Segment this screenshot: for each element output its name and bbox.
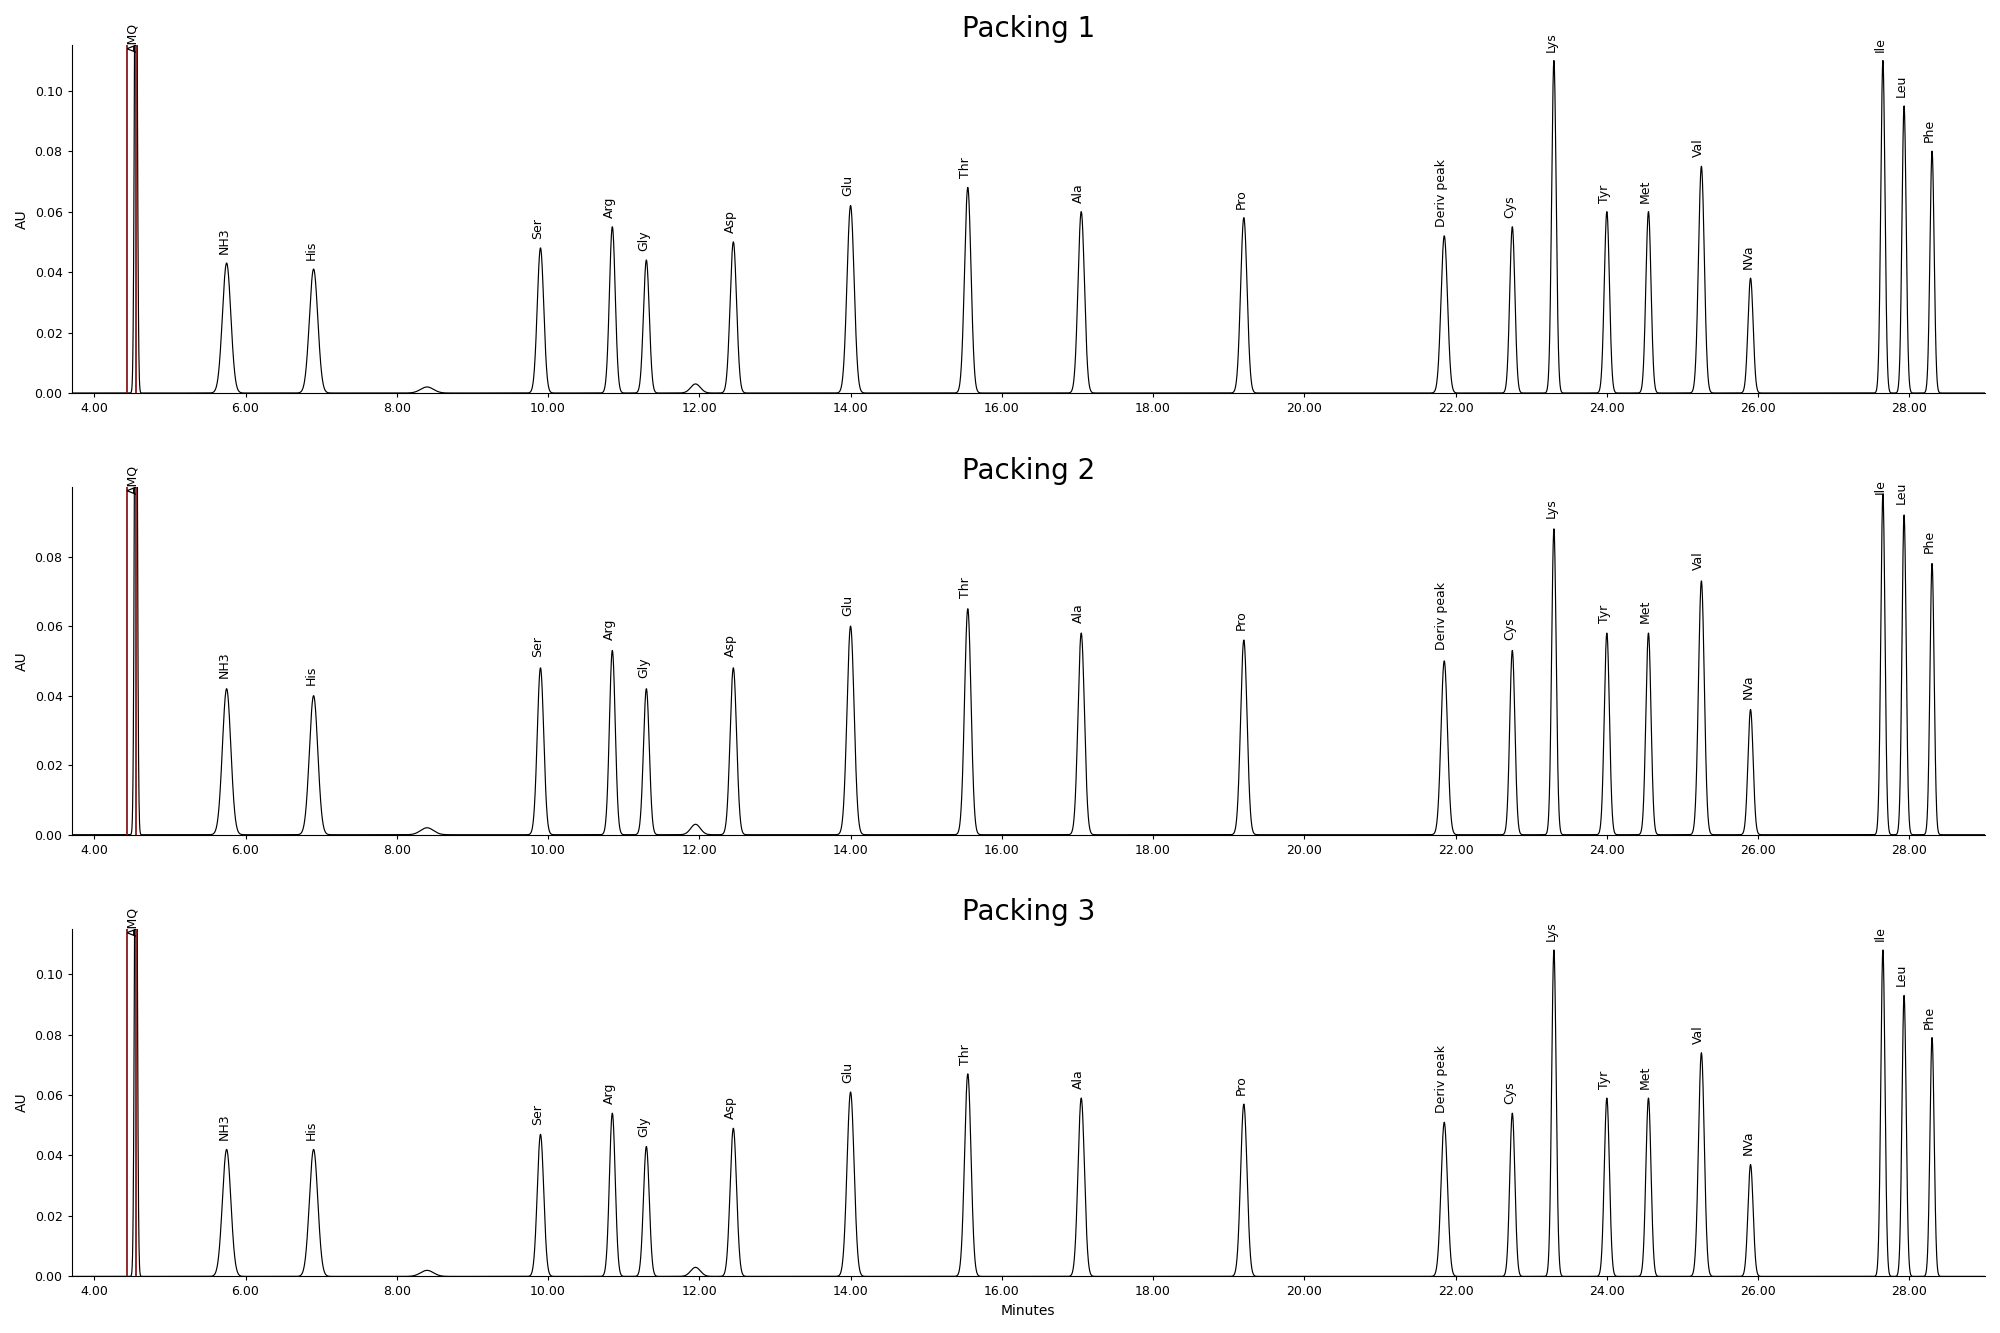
- Title: Packing 3: Packing 3: [962, 898, 1094, 926]
- X-axis label: Minutes: Minutes: [1002, 1304, 1056, 1318]
- Text: NVa: NVa: [1742, 1130, 1754, 1156]
- Text: Met: Met: [1640, 600, 1652, 623]
- Text: Val: Val: [1692, 552, 1706, 571]
- Text: Gly: Gly: [638, 231, 650, 251]
- Text: Pro: Pro: [1234, 1076, 1248, 1094]
- Text: Glu: Glu: [842, 595, 854, 616]
- Text: Phe: Phe: [1922, 1005, 1936, 1029]
- Text: Deriv peak: Deriv peak: [1436, 1045, 1448, 1113]
- Y-axis label: AU: AU: [14, 1093, 28, 1113]
- Text: Deriv peak: Deriv peak: [1436, 159, 1448, 227]
- Text: Leu: Leu: [1894, 483, 1908, 504]
- Text: Cys: Cys: [1504, 1081, 1516, 1104]
- Text: Tyr: Tyr: [1598, 1070, 1610, 1089]
- Text: Deriv peak: Deriv peak: [1436, 583, 1448, 651]
- Text: Ser: Ser: [532, 637, 544, 657]
- Text: Cys: Cys: [1504, 195, 1516, 217]
- Text: Met: Met: [1640, 179, 1652, 203]
- Text: Tyr: Tyr: [1598, 184, 1610, 203]
- Text: AMQ: AMQ: [126, 465, 140, 495]
- Text: NH3: NH3: [218, 1114, 230, 1140]
- Text: Tyr: Tyr: [1598, 604, 1610, 623]
- Text: Ile: Ile: [1874, 37, 1886, 52]
- Text: Ala: Ala: [1072, 1069, 1086, 1089]
- Text: Leu: Leu: [1894, 75, 1908, 97]
- Text: His: His: [304, 241, 318, 260]
- Text: NVa: NVa: [1742, 674, 1754, 698]
- Text: AMQ: AMQ: [126, 23, 140, 52]
- Text: NH3: NH3: [218, 228, 230, 255]
- Title: Packing 1: Packing 1: [962, 15, 1094, 43]
- Text: Arg: Arg: [604, 1082, 616, 1104]
- Text: Thr: Thr: [958, 157, 972, 179]
- Text: Asp: Asp: [724, 635, 738, 657]
- Text: Arg: Arg: [604, 196, 616, 217]
- Text: Gly: Gly: [638, 1117, 650, 1137]
- Text: Lys: Lys: [1544, 921, 1558, 941]
- Text: Pro: Pro: [1234, 189, 1248, 208]
- Text: Lys: Lys: [1544, 32, 1558, 52]
- Text: Phe: Phe: [1922, 531, 1936, 553]
- Text: Ala: Ala: [1072, 603, 1086, 623]
- Text: Lys: Lys: [1544, 499, 1558, 519]
- Title: Packing 2: Packing 2: [962, 457, 1094, 485]
- Text: Thr: Thr: [958, 577, 972, 599]
- Text: Thr: Thr: [958, 1044, 972, 1065]
- Text: Cys: Cys: [1504, 617, 1516, 640]
- Text: Glu: Glu: [842, 1062, 854, 1082]
- Y-axis label: AU: AU: [14, 651, 28, 670]
- Text: Arg: Arg: [604, 619, 616, 640]
- Text: His: His: [304, 1121, 318, 1140]
- Text: NVa: NVa: [1742, 244, 1754, 269]
- Text: Ile: Ile: [1874, 479, 1886, 495]
- Text: Ser: Ser: [532, 219, 544, 239]
- Text: Asp: Asp: [724, 209, 738, 233]
- Text: Glu: Glu: [842, 176, 854, 196]
- Text: Asp: Asp: [724, 1096, 738, 1120]
- Text: Pro: Pro: [1234, 609, 1248, 629]
- Text: AMQ: AMQ: [126, 906, 140, 936]
- Text: Leu: Leu: [1894, 964, 1908, 986]
- Text: Val: Val: [1692, 1025, 1706, 1044]
- Text: Val: Val: [1692, 139, 1706, 157]
- Y-axis label: AU: AU: [14, 209, 28, 229]
- Text: Ile: Ile: [1874, 926, 1886, 941]
- Text: His: His: [304, 666, 318, 685]
- Text: Gly: Gly: [638, 657, 650, 678]
- Text: Ser: Ser: [532, 1104, 544, 1125]
- Text: Ala: Ala: [1072, 183, 1086, 203]
- Text: Met: Met: [1640, 1065, 1652, 1089]
- Text: NH3: NH3: [218, 652, 230, 678]
- Text: Phe: Phe: [1922, 119, 1936, 143]
